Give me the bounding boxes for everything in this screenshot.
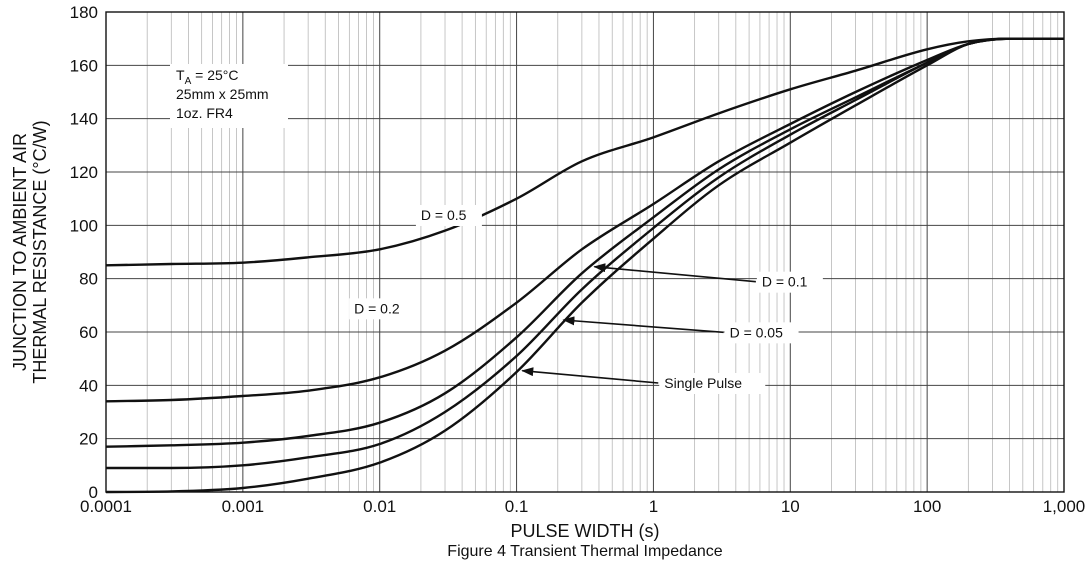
annotation-background: [724, 322, 799, 344]
x-tick-label: 1: [649, 497, 658, 516]
annotation-label: D = 0.1: [762, 274, 808, 290]
condition-board-size: 25mm x 25mm: [176, 86, 269, 102]
annotation-label: D = 0.5: [421, 207, 467, 223]
y-axis-title-line2: THERMAL RESISTANCE (°C/W): [30, 120, 50, 383]
test-conditions: TA = 25°C 25mm x 25mm 1oz. FR4: [170, 64, 288, 128]
y-tick-label: 80: [79, 270, 98, 289]
conditions-background: [170, 64, 288, 128]
annotation-arrow: [593, 263, 756, 283]
plot-frame: [105, 11, 1065, 493]
annotation-d-0-5: D = 0.5: [415, 205, 482, 226]
condition-ta: TA = 25°C: [176, 67, 238, 87]
annotation-background: [659, 373, 766, 394]
x-tick-label: 0.1: [505, 497, 529, 516]
annotation-label: Single Pulse: [664, 375, 742, 391]
x-axis-title: PULSE WIDTH (s): [510, 521, 659, 541]
annotation-arrow: [562, 316, 724, 334]
series-line-d-0-05: [106, 37, 1064, 470]
y-tick-label: 160: [70, 56, 98, 75]
figure-caption: Figure 4 Transient Thermal Impedance: [447, 543, 723, 560]
condition-copper: 1oz. FR4: [176, 105, 233, 121]
annotation-d-0-2: D = 0.2: [349, 298, 416, 320]
y-tick-label: 140: [70, 110, 98, 129]
annotation-background: [349, 298, 416, 320]
annotation-arrow: [521, 367, 659, 384]
x-tick-label: 0.001: [222, 497, 265, 516]
y-tick-label: 180: [70, 3, 98, 22]
series-layer: [105, 37, 1064, 494]
y-tick-labels: 0 20 40 60 80 100 120 140 160 180: [70, 3, 98, 502]
y-axis-title-line1: JUNCTION TO AMBIENT AIR: [10, 133, 30, 371]
x-tick-label: 0.01: [363, 497, 396, 516]
x-tick-label: 100: [913, 497, 941, 516]
y-tick-label: 60: [79, 323, 98, 342]
x-tick-labels: 0.0001 0.001 0.01 0.1 1 10 100 1,000: [80, 497, 1085, 516]
series-line-d-0-2: [105, 37, 1064, 403]
y-tick-label: 100: [70, 216, 98, 235]
series-line-d-0-5: [105, 37, 1064, 267]
x-tick-label: 0.0001: [80, 497, 132, 516]
annotation-label: D = 0.05: [730, 324, 784, 340]
x-tick-label: 10: [781, 497, 800, 516]
annotation-background: [415, 205, 482, 226]
y-tick-label: 20: [79, 430, 98, 449]
y-tick-label: 0: [89, 483, 98, 502]
annotations: D = 0.5 D = 0.2 D = 0.1 D = 0.05 Single Puls…: [349, 205, 823, 394]
series-line-single-pulse: [105, 37, 1064, 494]
annotation-background: [756, 271, 823, 293]
y-tick-label: 120: [70, 163, 98, 182]
annotation-d-0-05: D = 0.05: [562, 316, 799, 344]
annotation-label: D = 0.2: [354, 300, 400, 316]
annotation-d-0-1: D = 0.1: [593, 263, 823, 293]
x-tick-label: 1,000: [1043, 497, 1086, 516]
annotation-single-pulse: Single Pulse: [521, 367, 766, 394]
y-tick-label: 40: [79, 376, 98, 395]
